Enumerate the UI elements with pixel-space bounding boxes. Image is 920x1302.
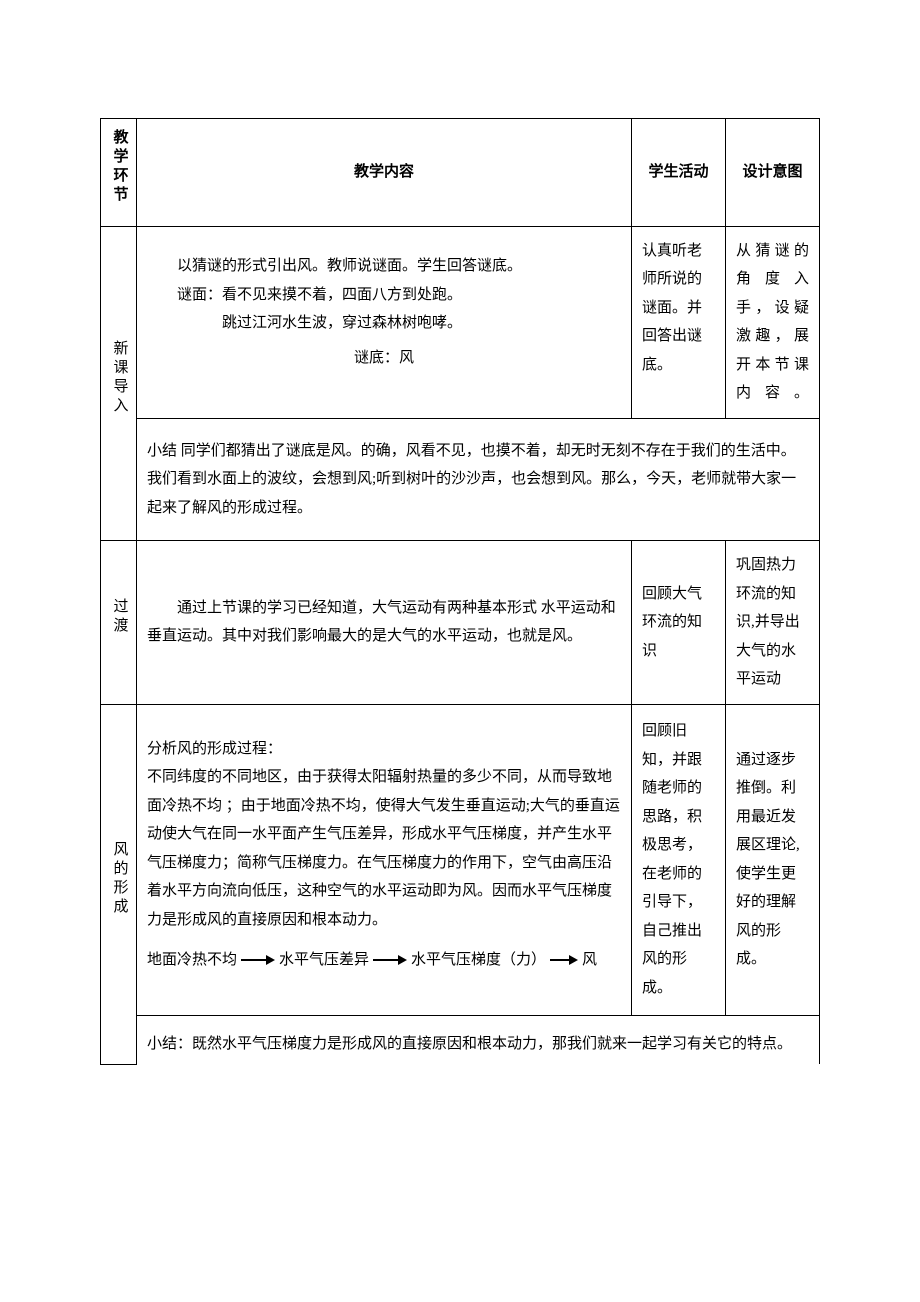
formation-intent: 通过逐步推倒。利用最近发展区理论,使学生更好的理解风的形成。: [726, 704, 820, 1015]
intro-stage: 新课导入: [101, 226, 137, 541]
intro-summary: 小结 同学们都猜出了谜底是风。的确，风看不见，也摸不着，却无时无刻不存在于我们的…: [137, 418, 820, 541]
transition-content: 通过上节课的学习已经知道，大气运动有两种基本形式 水平运动和垂直运动。其中对我们…: [137, 541, 632, 705]
header-stage: 教学环节: [101, 119, 137, 227]
formation-content: 分析风的形成过程： 不同纬度的不同地区，由于获得太阳辐射热量的多少不同，从而导致…: [137, 704, 632, 1015]
formation-summary: 小结：既然水平气压梯度力是形成风的直接原因和根本动力，那我们就来一起学习有关它的…: [137, 1015, 820, 1064]
transition-activity: 回顾大气环流的知识: [632, 541, 726, 705]
formation-summary-row: 小结：既然水平气压梯度力是形成风的直接原因和根本动力，那我们就来一起学习有关它的…: [101, 1015, 820, 1064]
header-intent: 设计意图: [726, 119, 820, 227]
transition-row: 过渡 通过上节课的学习已经知道，大气运动有两种基本形式 水平运动和垂直运动。其中…: [101, 541, 820, 705]
intro-summary-row: 小结 同学们都猜出了谜底是风。的确，风看不见，也摸不着，却无时无刻不存在于我们的…: [101, 418, 820, 541]
formation-p2: 不同纬度的不同地区，由于获得太阳辐射热量的多少不同，从而导致地面冷热不均 ；由于…: [147, 763, 621, 934]
intro-content: 以猜谜的形式引出风。教师说谜面。学生回答谜底。 谜面：看不见来摸不着，四面八方到…: [137, 226, 632, 418]
intro-line4: 谜底：风: [147, 344, 621, 373]
arrow-icon: [550, 955, 578, 965]
flow-node-1: 地面冷热不均: [147, 946, 237, 975]
header-content: 教学内容: [137, 119, 632, 227]
header-activity: 学生活动: [632, 119, 726, 227]
intro-line2: 谜面：看不见来摸不着，四面八方到处跑。: [147, 281, 621, 310]
intro-intent-text: 从猜谜的角度入手，设疑激趣，展开本节课内容。: [736, 237, 809, 408]
arrow-icon: [373, 955, 407, 965]
formation-stage: 风的形成: [101, 704, 137, 1064]
formation-activity: 回顾旧知，并跟随老师的思路，积极思考，在老师的引导下，自己推出风的形成。: [632, 704, 726, 1015]
flow-node-3: 水平气压梯度（力）: [411, 946, 546, 975]
transition-stage: 过渡: [101, 541, 137, 705]
table-header-row: 教学环节 教学内容 学生活动 设计意图: [101, 119, 820, 227]
flow-node-2: 水平气压差异: [279, 946, 369, 975]
lesson-plan-table: 教学环节 教学内容 学生活动 设计意图 新课导入 以猜谜的形式引出风。教师说谜面…: [100, 118, 820, 1065]
intro-line1: 以猜谜的形式引出风。教师说谜面。学生回答谜底。: [147, 252, 621, 281]
intro-line3: 跳过江河水生波，穿过森林树咆哮。: [147, 309, 621, 338]
formation-row: 风的形成 分析风的形成过程： 不同纬度的不同地区，由于获得太阳辐射热量的多少不同…: [101, 704, 820, 1015]
transition-intent: 巩固热力环流的知识,并导出大气的水平运动: [726, 541, 820, 705]
transition-text: 通过上节课的学习已经知道，大气运动有两种基本形式 水平运动和垂直运动。其中对我们…: [147, 594, 621, 651]
formation-flow: 地面冷热不均 水平气压差异 水平气压梯度（力） 风: [147, 946, 621, 975]
flow-node-4: 风: [582, 946, 597, 975]
arrow-icon: [241, 955, 275, 965]
formation-p1: 分析风的形成过程：: [147, 735, 621, 764]
intro-intent: 从猜谜的角度入手，设疑激趣，展开本节课内容。: [726, 226, 820, 418]
intro-row: 新课导入 以猜谜的形式引出风。教师说谜面。学生回答谜底。 谜面：看不见来摸不着，…: [101, 226, 820, 418]
intro-activity: 认真听老师所说的谜面。并回答出谜底。: [632, 226, 726, 418]
lesson-plan-page: 教学环节 教学内容 学生活动 设计意图 新课导入 以猜谜的形式引出风。教师说谜面…: [0, 0, 920, 1135]
